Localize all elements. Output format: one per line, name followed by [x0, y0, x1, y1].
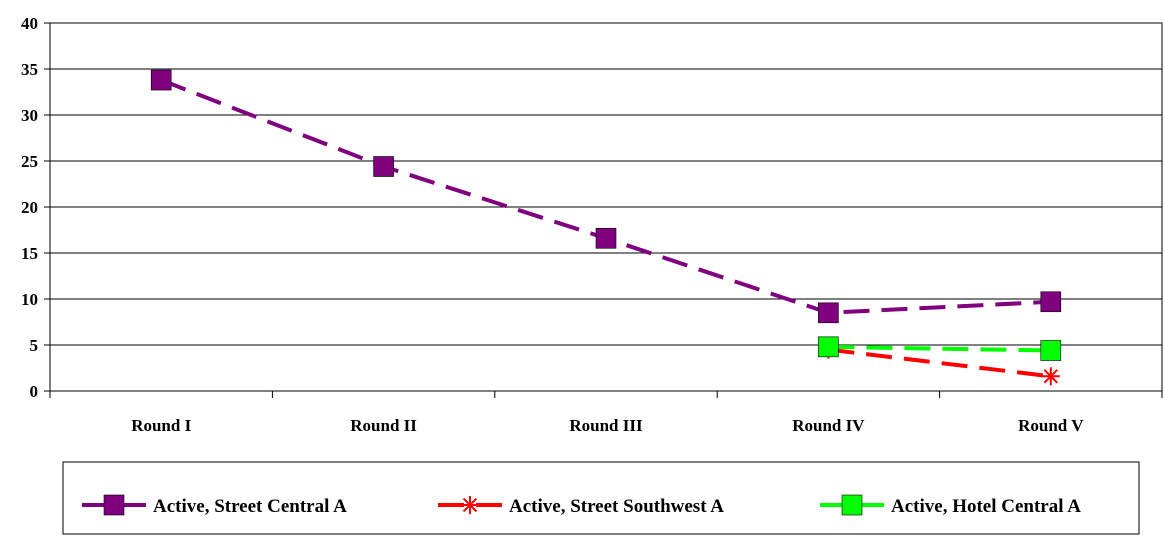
legend: Active, Street Central A Active, Street S…: [62, 461, 1140, 535]
data-point: [150, 69, 172, 91]
legend-entry-3: Active, Hotel Central A: [820, 494, 1081, 517]
series-3: [818, 336, 1062, 361]
data-point: [373, 156, 394, 177]
y-tick-label: 15: [21, 244, 38, 263]
y-tick-label: 40: [21, 14, 38, 33]
x-axis: Round I Round II Round III Round IV Round V: [49, 391, 1163, 435]
y-tick-label: 20: [21, 198, 38, 217]
gridlines: [49, 22, 1163, 392]
y-tick-label: 25: [21, 152, 38, 171]
y-tick-label: 35: [21, 60, 38, 79]
y-axis-ticks: 0 5 10 15 20 25 30 35 40: [21, 14, 50, 401]
data-point: [818, 302, 839, 324]
data-point: [1040, 291, 1062, 313]
y-tick-label: 30: [21, 106, 38, 125]
data-point: [595, 227, 617, 249]
x-tick-label: Round III: [569, 416, 643, 435]
legend-label: Active, Street Southwest A: [509, 496, 724, 517]
data-point: [1041, 367, 1060, 386]
legend-marker: [461, 496, 479, 514]
data-point: [818, 336, 839, 358]
legend-entry-1: Active, Street Central A: [82, 494, 347, 517]
series-2: [819, 340, 1060, 386]
x-tick-label: Round I: [131, 416, 191, 435]
data-point: [1040, 340, 1062, 361]
series-1: [150, 69, 1062, 324]
series-line: [828, 347, 1052, 379]
y-tick-label: 5: [30, 336, 39, 355]
x-tick-label: Round V: [1018, 416, 1084, 435]
x-tick-label: Round IV: [792, 416, 865, 435]
y-tick-label: 0: [30, 382, 39, 401]
series-line: [828, 344, 1051, 353]
legend-marker: [103, 494, 125, 516]
legend-box: [62, 461, 1140, 535]
series-group: [150, 69, 1062, 386]
legend-label: Active, Hotel Central A: [891, 496, 1081, 517]
legend-entry-2: Active, Street Southwest A: [438, 496, 724, 517]
legend-marker: [841, 494, 863, 516]
x-tick-label: Round II: [350, 416, 417, 435]
legend-label: Active, Street Central A: [153, 496, 347, 517]
y-tick-label: 10: [21, 290, 38, 309]
